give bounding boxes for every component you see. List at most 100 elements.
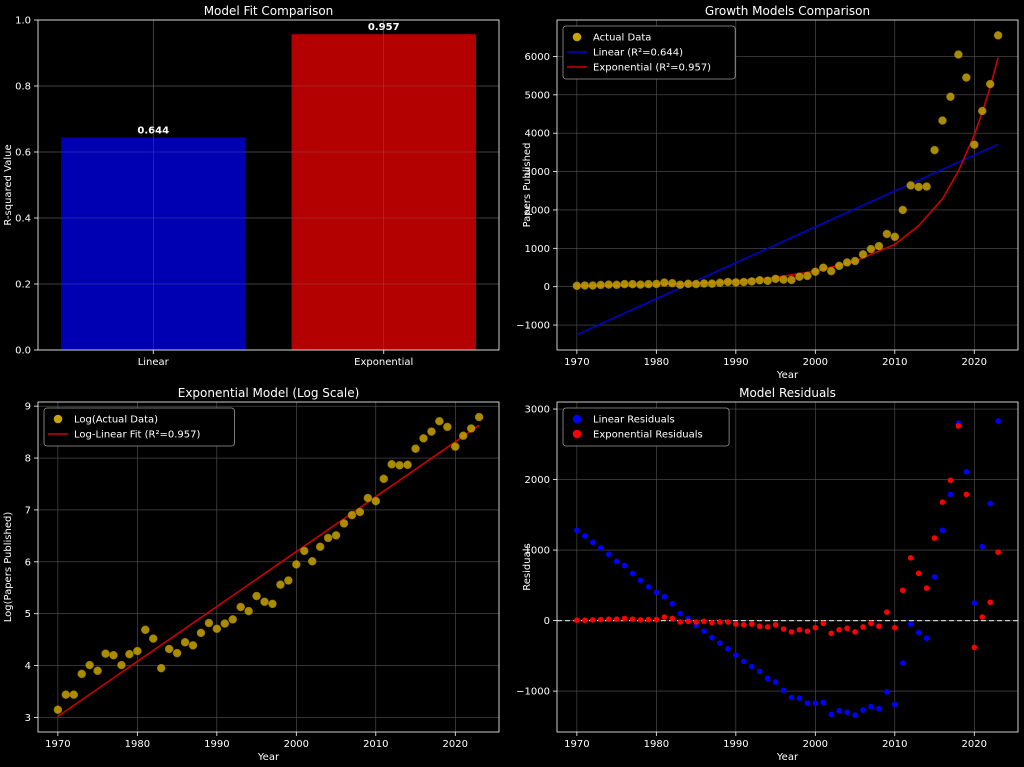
data-point <box>914 182 923 192</box>
data-point <box>771 274 780 284</box>
data-point <box>61 690 71 699</box>
linear-residual-point <box>995 418 1001 424</box>
data-point <box>117 660 126 670</box>
exponential-residual-point <box>939 499 946 505</box>
y-tick-label: 1000 <box>525 244 550 255</box>
data-point <box>946 92 955 101</box>
y-tick-label: 0.8 <box>15 82 31 93</box>
linear-residual-point <box>748 663 755 670</box>
x-tick-label: 2000 <box>803 357 828 368</box>
data-point <box>53 705 63 714</box>
linear-residual-point <box>892 701 898 708</box>
data-point <box>379 474 388 484</box>
data-point <box>874 241 884 251</box>
data-point <box>858 250 868 259</box>
plot-frame <box>37 401 500 733</box>
linear-residual-point <box>597 545 604 551</box>
linear-residual-point <box>796 695 803 701</box>
linear-residual-point <box>669 600 676 607</box>
data-point <box>85 660 94 670</box>
legend <box>43 407 235 447</box>
data-point <box>675 280 685 289</box>
data-point <box>323 533 333 543</box>
legend-marker <box>572 429 582 439</box>
y-tick-label: 4 <box>25 661 31 672</box>
linear-residual-point <box>653 589 660 596</box>
linear-residual-point <box>907 621 914 627</box>
data-point <box>236 602 245 612</box>
exponential-residual-point <box>876 623 882 630</box>
exponential-residual-point <box>756 623 763 630</box>
y-tick-label: 0.6 <box>15 148 31 159</box>
data-point <box>707 279 717 288</box>
linear-residual-point <box>613 558 620 565</box>
exponential-residual-point <box>589 617 596 623</box>
exponential-residual-point <box>733 621 739 627</box>
data-point <box>355 507 365 517</box>
y-tick-label: 0 <box>544 616 550 627</box>
legend-entry: Linear (R²=0.644) <box>593 48 683 59</box>
exponential-residual-point <box>653 616 660 623</box>
x-tick-label: 2000 <box>284 739 309 750</box>
data-point <box>156 663 166 673</box>
y-tick-label: 3 <box>25 713 31 724</box>
exponential-residual-point <box>963 491 970 498</box>
y-tick-label: 0.4 <box>15 214 31 225</box>
y-tick-label: 4000 <box>525 129 550 140</box>
exponential-residual-point <box>637 617 644 623</box>
data-point <box>260 597 269 607</box>
exponential-residual-point <box>931 535 938 541</box>
y-tick-label: 0.0 <box>15 346 31 357</box>
linear-residual-point <box>844 709 850 716</box>
y-tick-label: 6000 <box>525 52 550 63</box>
exponential-residual-point <box>955 423 962 429</box>
exponential-residual-point <box>947 477 954 484</box>
data-point <box>474 412 484 422</box>
linear-residual-point <box>621 562 628 569</box>
x-tick-label: 1990 <box>723 357 748 368</box>
data-point <box>435 416 444 426</box>
data-point <box>739 277 749 287</box>
data-point <box>890 232 900 242</box>
exponential-residual-point <box>860 624 866 630</box>
exponential-residual-point <box>701 618 707 625</box>
data-point <box>795 272 804 281</box>
legend-marker <box>572 414 582 424</box>
exponential-residual-point <box>740 622 747 628</box>
legend-marker <box>53 414 63 424</box>
exponential-residual-point <box>709 619 715 626</box>
linear-residual-point <box>740 658 747 665</box>
linear-residual-point <box>836 708 842 714</box>
exponential-residual-point <box>828 630 835 637</box>
exponential-residual-point <box>971 644 978 651</box>
data-point <box>620 279 629 289</box>
data-point <box>763 276 772 286</box>
x-tick-label: 2020 <box>443 739 468 750</box>
data-point <box>604 280 613 289</box>
data-point <box>252 591 261 601</box>
linear-residual-point <box>868 703 874 710</box>
data-point <box>970 140 979 149</box>
exponential-residual-point <box>717 619 723 625</box>
x-tick-label: 2000 <box>803 739 828 750</box>
data-point <box>300 546 309 556</box>
data-point <box>993 31 1003 40</box>
data-point <box>101 649 110 658</box>
linear-residual-point <box>733 652 739 658</box>
y-tick-label: 1000 <box>525 546 550 557</box>
data-point <box>779 275 788 284</box>
data-point <box>811 267 820 276</box>
data-point <box>819 263 828 272</box>
linear-fit-line <box>576 143 999 336</box>
x-tick-label: Exponential <box>354 357 413 368</box>
data-point <box>133 646 142 656</box>
y-tick-label: 2000 <box>525 475 550 486</box>
x-axis-label: Year <box>776 370 799 381</box>
data-point <box>683 279 693 289</box>
linear-residual-point <box>971 600 978 606</box>
linear-residual-point <box>820 699 827 706</box>
linear-residual-point <box>709 634 715 641</box>
x-axis-label: Year <box>776 752 799 763</box>
exponential-residual-point <box>574 617 580 624</box>
y-tick-label: 9 <box>25 402 31 413</box>
